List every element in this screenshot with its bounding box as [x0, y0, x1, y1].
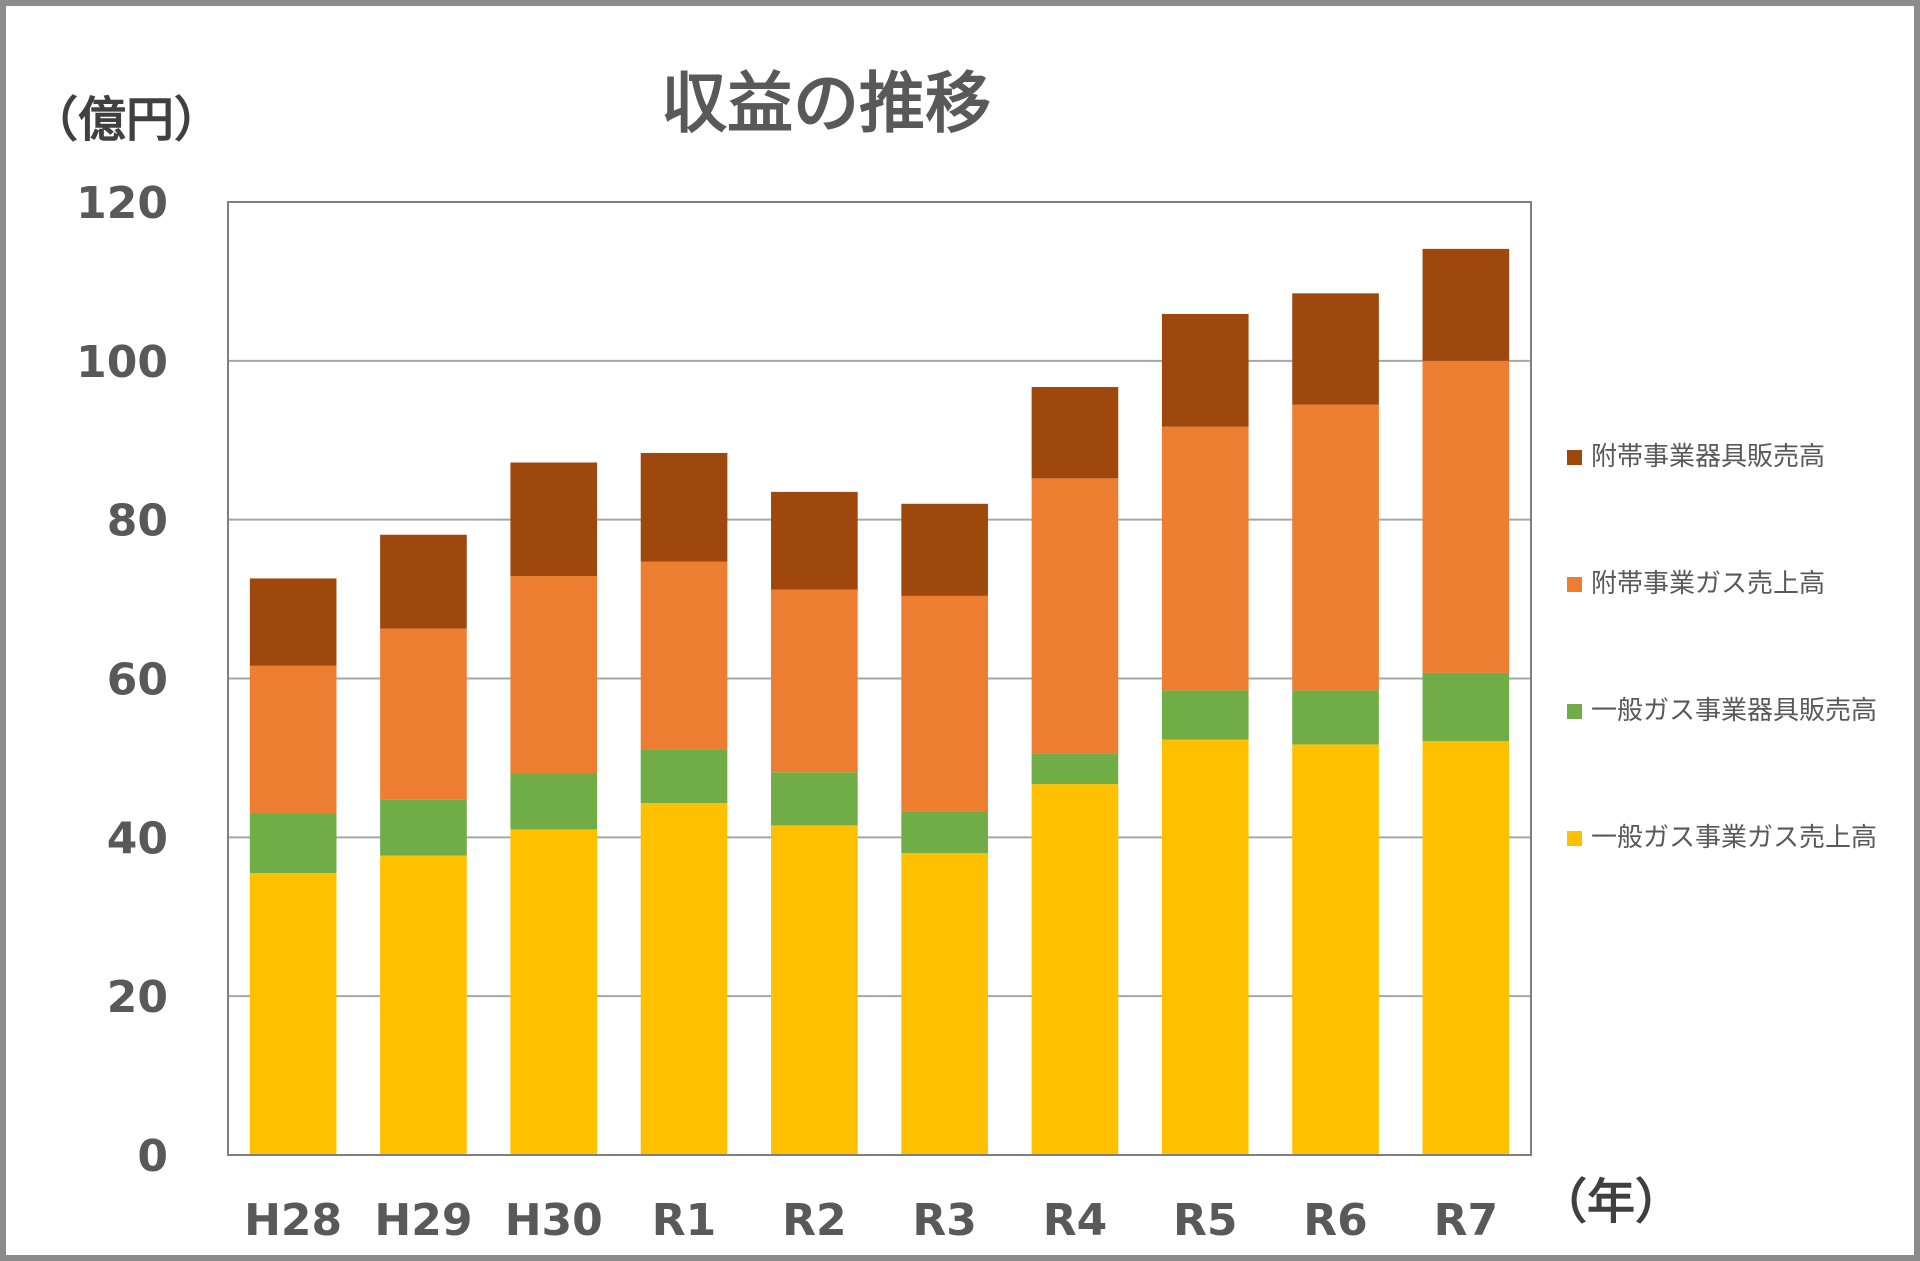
bar-R4-series-3: [1031, 387, 1119, 479]
x-tick-label: R3: [912, 1195, 977, 1246]
bar-R3-series-3: [901, 503, 988, 596]
legend-label: 一般ガス事業ガス売上高: [1591, 823, 1877, 853]
legend-swatch: [1567, 831, 1582, 846]
x-axis-ticks: H28 H29 H30 R1 R2 R3 R4 R5 R6 R7: [244, 1195, 1498, 1246]
bar-R7-series-0: [1422, 741, 1510, 1155]
bar-H29-series-1: [380, 799, 467, 856]
bar-R6-series-2: [1292, 404, 1379, 691]
bar-R6-series-0: [1292, 744, 1379, 1155]
legend-label: 附帯事業器具販売高: [1591, 442, 1825, 472]
legend-swatch: [1567, 577, 1582, 592]
legend-swatch: [1567, 704, 1582, 719]
bar-H29-series-3: [380, 534, 467, 629]
y-tick-label: 100: [76, 337, 168, 388]
bar-R6-series-3: [1292, 293, 1379, 405]
y-tick-label: 20: [107, 972, 168, 1023]
y-tick-label: 40: [107, 813, 168, 864]
x-tick-label: R5: [1173, 1195, 1238, 1246]
bar-H29-series-2: [380, 628, 467, 800]
y-tick-label: 0: [137, 1131, 168, 1182]
bar-R1-series-1: [640, 749, 728, 804]
bar-H30-series-2: [510, 576, 598, 774]
bar-H30-series-1: [510, 773, 598, 830]
y-tick-label: 60: [107, 655, 168, 706]
y-tick-label: 120: [76, 178, 168, 229]
bar-R1-series-2: [640, 561, 728, 750]
x-tick-label: H28: [244, 1195, 342, 1246]
bar-R2-series-0: [771, 825, 858, 1155]
y-axis-ticks: 0 20 40 60 80 100 120: [76, 178, 168, 1182]
x-tick-label: R7: [1434, 1195, 1499, 1246]
bar-R2-series-1: [771, 772, 858, 826]
bar-H28-series-1: [249, 813, 337, 874]
legend-label: 附帯事業ガス売上高: [1591, 569, 1825, 599]
chart-title: 収益の推移: [661, 65, 991, 142]
bar-H28-series-3: [249, 578, 337, 666]
bar-R5-series-0: [1161, 739, 1249, 1155]
bar-R7-series-3: [1422, 248, 1510, 361]
x-tick-label: R6: [1303, 1195, 1368, 1246]
y-axis-label: （億円）: [30, 92, 222, 148]
y-tick-label: 80: [107, 496, 168, 547]
bar-R5-series-2: [1161, 426, 1249, 691]
bars: [249, 248, 1510, 1155]
x-tick-label: R1: [652, 1195, 717, 1246]
bar-R2-series-2: [771, 589, 858, 773]
bar-R3-series-0: [901, 853, 988, 1155]
bar-R2-series-3: [771, 491, 858, 590]
bar-R1-series-0: [640, 803, 728, 1155]
bar-R5-series-3: [1161, 313, 1249, 427]
bar-R4-series-0: [1031, 784, 1119, 1155]
bar-R1-series-3: [640, 452, 728, 562]
bar-H30-series-0: [510, 829, 598, 1155]
bar-R4-series-2: [1031, 478, 1119, 754]
bar-H30-series-3: [510, 462, 598, 577]
bar-H28-series-2: [249, 665, 337, 814]
bar-H28-series-0: [249, 873, 337, 1155]
legend-label: 一般ガス事業器具販売高: [1591, 696, 1877, 726]
x-tick-label: R4: [1043, 1195, 1108, 1246]
bar-R6-series-1: [1292, 690, 1379, 745]
x-tick-label: H29: [374, 1195, 472, 1246]
plot-area-border: [227, 201, 1532, 1156]
x-axis-label: （年）: [1539, 1174, 1683, 1230]
x-tick-label: R2: [782, 1195, 847, 1246]
bar-R3-series-2: [901, 595, 988, 812]
legend-swatch: [1567, 450, 1582, 465]
x-tick-label: H30: [505, 1195, 603, 1246]
bar-R7-series-2: [1422, 360, 1510, 673]
bar-R3-series-1: [901, 811, 988, 854]
bar-R5-series-1: [1161, 690, 1249, 740]
bar-R7-series-1: [1422, 672, 1510, 742]
bar-R4-series-1: [1031, 753, 1119, 785]
bar-H29-series-0: [380, 855, 467, 1155]
